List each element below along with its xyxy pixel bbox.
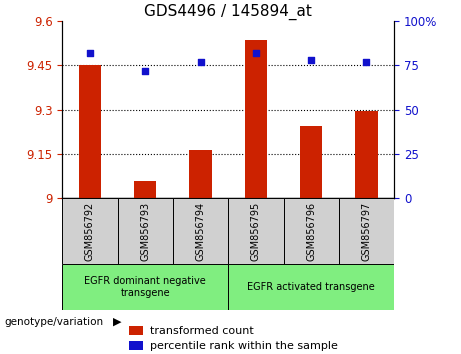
Text: percentile rank within the sample: percentile rank within the sample <box>150 341 338 350</box>
Bar <box>173 198 228 264</box>
Point <box>86 50 94 56</box>
Text: transformed count: transformed count <box>150 326 254 336</box>
Text: GSM856795: GSM856795 <box>251 201 261 261</box>
Text: GSM856793: GSM856793 <box>140 201 150 261</box>
Text: genotype/variation: genotype/variation <box>5 317 104 327</box>
Point <box>197 59 204 65</box>
Text: GSM856796: GSM856796 <box>306 201 316 261</box>
Bar <box>339 198 394 264</box>
Text: GSM856792: GSM856792 <box>85 201 95 261</box>
Bar <box>62 264 228 310</box>
Bar <box>355 111 378 198</box>
Bar <box>228 264 394 310</box>
Text: EGFR activated transgene: EGFR activated transgene <box>247 282 375 292</box>
Text: EGFR dominant negative
transgene: EGFR dominant negative transgene <box>84 276 206 298</box>
Bar <box>62 198 118 264</box>
Bar <box>284 198 339 264</box>
Text: GSM856797: GSM856797 <box>361 201 372 261</box>
Point <box>252 50 260 56</box>
Bar <box>245 40 267 198</box>
Point <box>307 57 315 63</box>
Bar <box>189 150 212 198</box>
Text: GSM856794: GSM856794 <box>195 201 206 261</box>
Text: ▶: ▶ <box>113 317 121 327</box>
Bar <box>129 341 143 350</box>
Point <box>363 59 370 65</box>
Bar <box>134 181 156 198</box>
Bar <box>228 198 284 264</box>
Bar <box>300 126 322 198</box>
Title: GDS4496 / 145894_at: GDS4496 / 145894_at <box>144 4 312 20</box>
Bar <box>118 198 173 264</box>
Bar <box>79 65 101 198</box>
Point <box>142 68 149 74</box>
Bar <box>129 326 143 336</box>
